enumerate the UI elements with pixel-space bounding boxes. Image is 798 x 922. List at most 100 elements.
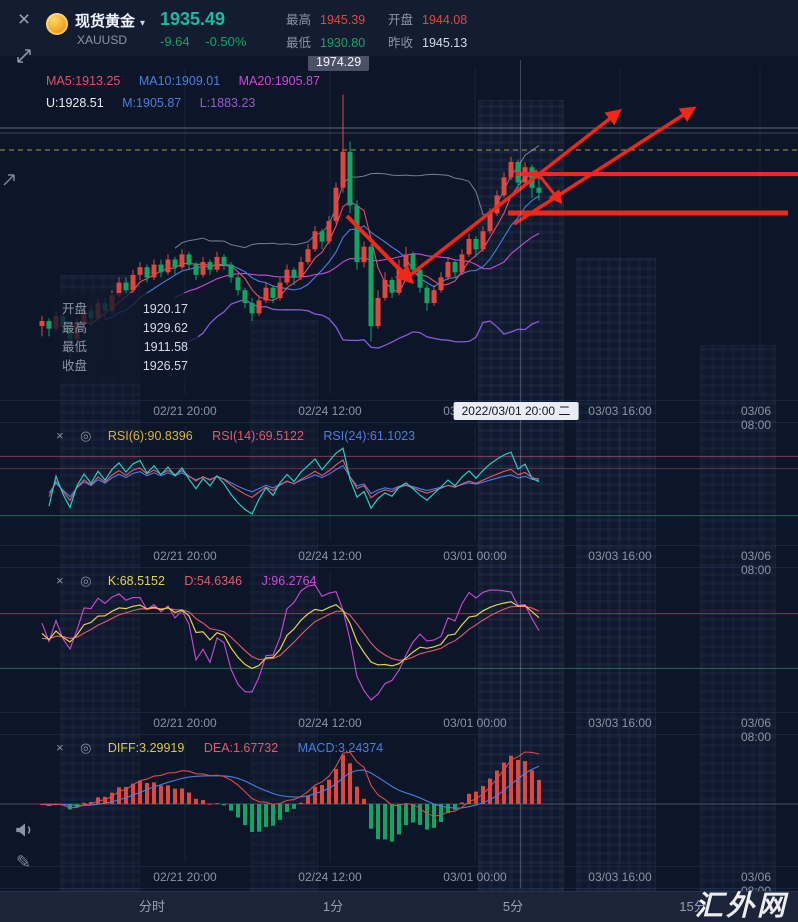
- panel-settings-icon[interactable]: ◎: [80, 428, 92, 443]
- time-label: 02/24 12:00: [298, 549, 362, 563]
- time-label: 03/03 16:00: [588, 716, 652, 730]
- time-axis-rsi: 02/21 20:00 02/24 12:00 03/01 00:00 03/0…: [0, 545, 798, 577]
- stat-open: 开盘 1944.08: [388, 9, 467, 28]
- change-value: -9.64: [160, 34, 190, 49]
- stat-prev-close: 昨收 1945.13: [388, 32, 467, 51]
- stat-label: 最高: [286, 13, 312, 27]
- stat-value: 1945.39: [320, 13, 366, 27]
- ma20-label: MA20:1905.87: [238, 74, 320, 88]
- panel-divider: [0, 888, 798, 889]
- tab-5min[interactable]: 5分: [502, 899, 524, 914]
- time-label: 02/21 20:00: [153, 549, 217, 563]
- panel-divider: [0, 866, 798, 867]
- time-label: 02/24 12:00: [298, 404, 362, 418]
- tooltip-label: 最低: [62, 340, 88, 354]
- time-label: 02/21 20:00: [153, 716, 217, 730]
- time-label: 03/01 00:00: [443, 870, 507, 884]
- time-label: 03/03 16:00: [588, 870, 652, 884]
- diff-label: DIFF:3.29919: [107, 741, 185, 755]
- stat-high: 最高 1945.39: [286, 9, 365, 28]
- panel-close-icon[interactable]: ×: [56, 740, 64, 755]
- panel-divider: [0, 545, 798, 546]
- tab-fenshi[interactable]: 分时: [138, 899, 166, 914]
- boll-lower-label: L:1883.23: [199, 96, 256, 110]
- time-label: 03/06 08:00: [741, 404, 772, 432]
- macd-header: × ◎ DIFF:3.29919 DEA:1.67732 MACD:3.2437…: [0, 740, 399, 756]
- peak-price-label: 1974.29: [308, 53, 370, 71]
- tooltip-row: 收盘 1926.57: [62, 357, 188, 376]
- j-label: J:96.2764: [261, 574, 317, 588]
- stat-value: 1945.13: [422, 36, 468, 50]
- kdj-panel-canvas[interactable]: [0, 567, 798, 712]
- macd-panel-canvas[interactable]: [0, 734, 798, 866]
- rsi24-label: RSI(24):61.1023: [323, 429, 416, 443]
- symbol-code: XAUUSD: [77, 33, 128, 47]
- tooltip-row: 开盘 1920.17: [62, 300, 188, 319]
- panel-close-icon[interactable]: ×: [56, 428, 64, 443]
- watermark: 汇外网: [694, 891, 788, 922]
- kdj-header: × ◎ K:68.5152 D:54.6346 J:96.2764: [0, 573, 332, 589]
- ma10-label: MA10:1909.01: [138, 74, 221, 88]
- panel-divider: [0, 712, 798, 713]
- k-label: K:68.5152: [107, 574, 165, 588]
- rsi14-label: RSI(14):69.5122: [212, 429, 304, 443]
- announcement-icon[interactable]: [13, 818, 37, 842]
- time-label: 03/03 16:00: [588, 549, 652, 563]
- time-label: 02/21 20:00: [153, 870, 217, 884]
- time-axis-main: 02/21 20:00 02/24 12:00 03/01 00:00 03/0…: [0, 400, 798, 432]
- dea-label: DEA:1.67732: [203, 741, 279, 755]
- edit-icon[interactable]: ✎: [16, 852, 32, 872]
- tooltip-value: 1926.57: [142, 359, 188, 373]
- chevron-down-icon: ▾: [140, 18, 146, 29]
- stat-label: 最低: [286, 36, 312, 50]
- macd-label: MACD:3.24374: [297, 741, 384, 755]
- timeframe-tabbar: 分时 1分 5分 15分: [0, 891, 798, 922]
- symbol-title: 现货黄金: [75, 13, 136, 30]
- time-label: 03/06 08:00: [741, 549, 772, 577]
- tab-15min[interactable]: 15分: [679, 899, 707, 914]
- panel-settings-icon[interactable]: ◎: [80, 740, 92, 755]
- main-chart-canvas[interactable]: [0, 60, 798, 400]
- panel-close-icon[interactable]: ×: [56, 573, 64, 588]
- time-axis-kdj: 02/21 20:00 02/24 12:00 03/01 00:00 03/0…: [0, 712, 798, 744]
- stat-label: 昨收: [388, 36, 414, 50]
- panel-divider: [0, 422, 798, 423]
- boll-upper-label: U:1928.51: [46, 96, 104, 110]
- tooltip-value: 1920.17: [142, 302, 188, 316]
- time-label: 02/24 12:00: [298, 870, 362, 884]
- ohlc-tooltip: 开盘 1920.17 最高 1929.62 最低 1911.58 收盘 1926.57: [52, 293, 198, 383]
- expand-icon[interactable]: [14, 46, 34, 66]
- ma5-label: MA5:1913.25: [46, 74, 121, 88]
- time-label: 03/01 00:00: [443, 549, 507, 563]
- panel-settings-icon[interactable]: ◎: [80, 573, 92, 588]
- tooltip-label: 收盘: [62, 359, 88, 373]
- panel-divider: [0, 567, 798, 568]
- stat-low: 最低 1930.80: [286, 32, 365, 51]
- tooltip-value: 1911.58: [143, 340, 188, 354]
- time-label: 03/06 08:00: [741, 716, 772, 744]
- tooltip-value: 1929.62: [142, 321, 188, 335]
- boll-labels: U:1928.51 M:1905.87 L:1883.23: [46, 96, 270, 110]
- panel-divider: [0, 400, 798, 401]
- crosshair-line: [520, 60, 521, 888]
- close-icon[interactable]: ×: [17, 8, 31, 31]
- symbol-selector[interactable]: 现货黄金 ▾: [75, 10, 145, 31]
- stat-value: 1930.80: [320, 36, 366, 50]
- tab-1min[interactable]: 1分: [322, 899, 344, 914]
- ma-labels: MA5:1913.25 MA10:1909.01 MA20:1905.87: [46, 74, 335, 88]
- building-silhouette: [576, 258, 656, 892]
- rsi6-label: RSI(6):90.8396: [107, 429, 193, 443]
- tooltip-label: 开盘: [62, 302, 88, 316]
- header-bar: × 现货黄金 ▾ XAUUSD 1935.49 -9.64 -0.50% 最高 19…: [0, 0, 798, 56]
- side-arrow-icon[interactable]: [1, 172, 17, 188]
- time-label: 02/21 20:00: [153, 404, 217, 418]
- rsi-panel-canvas[interactable]: [0, 422, 798, 545]
- gold-coin-icon: [46, 13, 68, 35]
- time-label: 03/03 16:00: [588, 404, 652, 418]
- tooltip-label: 最高: [62, 321, 88, 335]
- crosshair-date-badge: 2022/03/01 20:00 二: [453, 402, 579, 420]
- stat-label: 开盘: [388, 13, 414, 27]
- d-label: D:54.6346: [184, 574, 243, 588]
- tooltip-row: 最低 1911.58: [62, 338, 188, 357]
